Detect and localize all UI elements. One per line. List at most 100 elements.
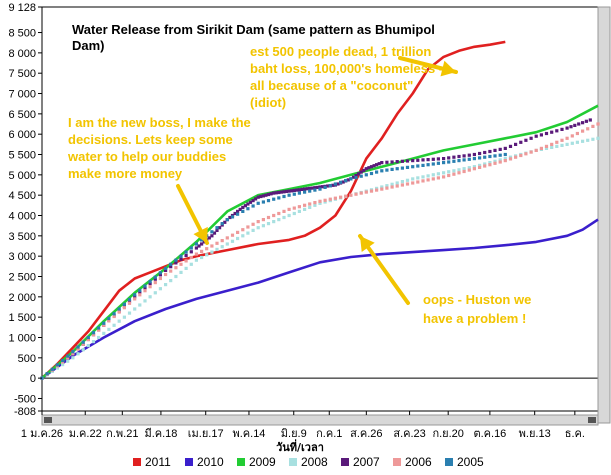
series-point-2006 bbox=[164, 272, 168, 277]
x-tick-label: ก.พ.21 bbox=[106, 428, 138, 440]
series-point-2005 bbox=[472, 157, 476, 161]
series-point-2006 bbox=[91, 333, 96, 337]
series-point-2007 bbox=[354, 173, 358, 178]
series-point-2006 bbox=[385, 186, 389, 190]
y-tick-label: 5 000 bbox=[8, 170, 36, 182]
series-point-2005 bbox=[61, 358, 65, 363]
series-point-2008 bbox=[256, 226, 260, 230]
legend-item-2005: 2005 bbox=[445, 455, 484, 469]
series-point-2008 bbox=[380, 185, 384, 189]
series-point-2007 bbox=[364, 167, 368, 171]
series-point-2007 bbox=[184, 253, 188, 258]
series-point-2007 bbox=[197, 244, 201, 248]
annotation-layer: est 500 people dead, 1 trillion baht loss… bbox=[67, 44, 531, 326]
series-point-2005 bbox=[127, 297, 132, 302]
x-tick-label: 1 ม.ค.26 bbox=[21, 428, 63, 440]
series-point-2008 bbox=[385, 184, 389, 188]
series-point-2006 bbox=[71, 352, 75, 356]
series-point-2005 bbox=[457, 159, 461, 163]
series-point-2005 bbox=[421, 163, 425, 167]
series-point-2006 bbox=[411, 181, 415, 185]
series-point-2006 bbox=[200, 249, 204, 253]
series-point-2005 bbox=[503, 152, 507, 157]
series-point-2008 bbox=[230, 239, 235, 243]
series-point-2007 bbox=[238, 207, 242, 211]
series-point-2006 bbox=[483, 164, 487, 168]
series-point-2006 bbox=[194, 252, 198, 256]
series-point-2006 bbox=[318, 199, 322, 203]
series-point-2006 bbox=[544, 144, 549, 148]
series-point-2007 bbox=[565, 126, 569, 130]
series-point-2007 bbox=[326, 184, 330, 188]
series-point-2006 bbox=[565, 136, 569, 140]
series-point-2005 bbox=[91, 331, 96, 335]
series-point-2008 bbox=[112, 323, 116, 327]
series-point-2006 bbox=[457, 171, 461, 175]
series-point-2007 bbox=[369, 165, 374, 169]
legend: 2011 2010 2009 2008 2007 2006 2005 bbox=[133, 455, 484, 469]
series-point-2006 bbox=[539, 146, 543, 150]
series-point-2006 bbox=[596, 122, 600, 126]
x-tick-label: ก.ย.20 bbox=[432, 428, 463, 440]
series-point-2005 bbox=[292, 192, 296, 196]
series-point-2005 bbox=[71, 350, 75, 354]
series-point-2008 bbox=[596, 136, 600, 140]
arrow-to-surge bbox=[358, 234, 410, 305]
series-point-2008 bbox=[586, 138, 590, 142]
series-point-2006 bbox=[493, 161, 497, 165]
series-point-2006 bbox=[225, 236, 229, 240]
series-point-2007 bbox=[300, 187, 304, 191]
series-point-2006 bbox=[251, 222, 255, 226]
legend-label: 2005 bbox=[457, 455, 484, 469]
series-point-2008 bbox=[570, 141, 574, 145]
series-point-2007 bbox=[174, 261, 178, 265]
series-point-2006 bbox=[297, 205, 301, 209]
right-scroll-track bbox=[597, 6, 611, 424]
series-point-2006 bbox=[575, 131, 579, 136]
series-point-2007 bbox=[478, 151, 482, 156]
series-point-2007 bbox=[153, 277, 157, 281]
series-point-2005 bbox=[411, 165, 415, 169]
series-point-2008 bbox=[416, 176, 420, 180]
series-point-2005 bbox=[369, 171, 374, 176]
y-tick-label: 0 bbox=[30, 373, 36, 385]
series-point-2005 bbox=[81, 340, 85, 344]
series-point-2005 bbox=[318, 187, 322, 191]
series-point-2006 bbox=[467, 168, 471, 172]
series-point-2007 bbox=[395, 160, 399, 164]
series-point-2007 bbox=[315, 185, 319, 189]
series-point-2008 bbox=[81, 348, 85, 352]
series-point-2005 bbox=[86, 335, 90, 340]
series-point-2007 bbox=[375, 163, 379, 167]
series-point-2005 bbox=[97, 326, 101, 330]
series-point-2005 bbox=[493, 154, 497, 158]
series-point-2008 bbox=[143, 299, 147, 303]
series-point-2006 bbox=[395, 184, 399, 188]
series-point-2007 bbox=[346, 178, 350, 182]
series-point-2005 bbox=[483, 155, 487, 159]
series-point-2008 bbox=[272, 220, 276, 224]
y-tick-label: -500 bbox=[14, 393, 36, 405]
series-point-2007 bbox=[212, 231, 217, 235]
series-point-2006 bbox=[127, 301, 132, 305]
series-point-2007 bbox=[508, 144, 513, 148]
series-point-2007 bbox=[372, 164, 376, 168]
series-point-2007 bbox=[259, 194, 263, 199]
series-point-2005 bbox=[76, 345, 80, 349]
series-point-2006 bbox=[272, 213, 276, 218]
series-point-2008 bbox=[436, 172, 440, 176]
legend-item-2011: 2011 bbox=[133, 455, 171, 469]
series-point-2008 bbox=[431, 173, 435, 177]
series-point-2005 bbox=[447, 160, 451, 164]
series-point-2008 bbox=[462, 167, 466, 171]
series-2011 bbox=[41, 40, 506, 380]
series-point-2005 bbox=[148, 280, 152, 284]
series-point-2007 bbox=[488, 149, 492, 154]
series-point-2008 bbox=[200, 255, 204, 260]
series-point-2005 bbox=[308, 189, 312, 193]
y-tick-label: 2 000 bbox=[8, 292, 36, 304]
series-point-2005 bbox=[431, 162, 435, 166]
series-point-2007 bbox=[569, 125, 573, 129]
series-point-2007 bbox=[573, 123, 577, 127]
series-point-2008 bbox=[277, 218, 281, 222]
